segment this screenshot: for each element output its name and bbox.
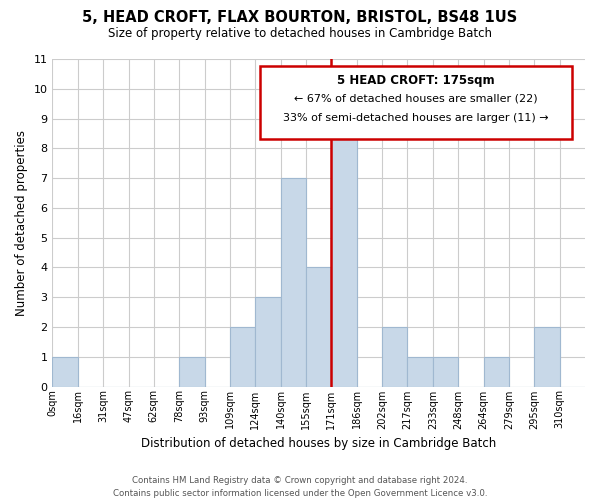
FancyBboxPatch shape [260,66,572,139]
Bar [52,356,78,386]
Bar [484,356,509,386]
Text: 5 HEAD CROFT: 175sqm: 5 HEAD CROFT: 175sqm [337,74,495,86]
Bar [306,268,331,386]
Bar [256,297,281,386]
Text: 33% of semi-detached houses are larger (11) →: 33% of semi-detached houses are larger (… [283,113,549,123]
X-axis label: Distribution of detached houses by size in Cambridge Batch: Distribution of detached houses by size … [141,437,496,450]
Bar [281,178,306,386]
Text: Contains HM Land Registry data © Crown copyright and database right 2024.
Contai: Contains HM Land Registry data © Crown c… [113,476,487,498]
Bar [534,327,560,386]
Bar [230,327,256,386]
Bar [331,118,357,386]
Text: ← 67% of detached houses are smaller (22): ← 67% of detached houses are smaller (22… [294,94,538,104]
Bar [179,356,205,386]
Y-axis label: Number of detached properties: Number of detached properties [15,130,28,316]
Bar [382,327,407,386]
Text: 5, HEAD CROFT, FLAX BOURTON, BRISTOL, BS48 1US: 5, HEAD CROFT, FLAX BOURTON, BRISTOL, BS… [82,10,518,25]
Bar [407,356,433,386]
Bar [433,356,458,386]
Text: Size of property relative to detached houses in Cambridge Batch: Size of property relative to detached ho… [108,28,492,40]
